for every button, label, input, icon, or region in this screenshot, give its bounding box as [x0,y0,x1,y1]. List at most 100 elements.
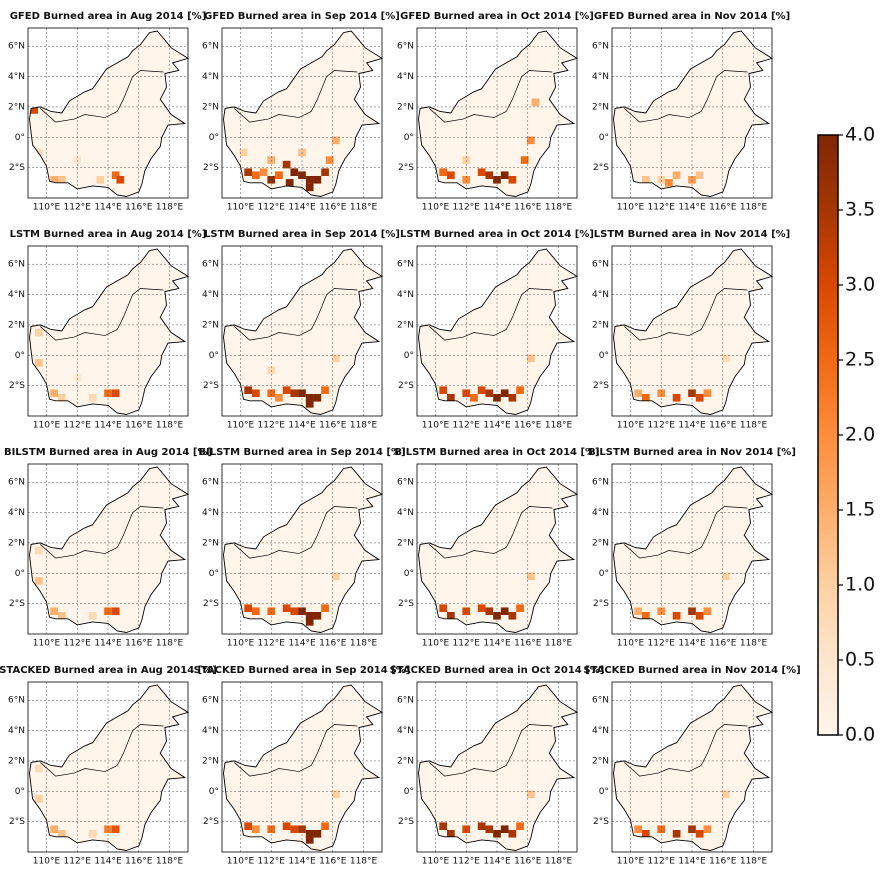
lat-tick-label: 2°N [397,102,414,112]
burn-cell [516,604,524,612]
coastline [29,30,190,197]
burn-cell [447,393,455,402]
lat-tick-label: 4°N [202,72,219,82]
lat-tick-label: 2°N [397,756,414,766]
burn-cell [332,790,340,799]
lon-tick-label: 114°E [483,857,511,867]
panel-title: BILSTM Burned area in Aug 2014 [%] [4,447,212,458]
burn-cell [447,829,455,838]
burn-cell [657,389,666,398]
burn-cell [58,829,66,838]
lon-tick-label: 118°E [350,203,378,213]
lon-tick-label: 118°E [350,639,378,649]
axes-frame [416,681,578,853]
panel-title: GFED Burned area in Oct 2014 [%] [400,11,594,22]
lat-tick-label: 2°S [398,599,414,609]
lon-tick-label: 116°E [514,203,542,213]
border [624,506,748,559]
burn-cell [282,386,291,394]
burn-cell [332,136,340,145]
burn-cell [439,168,447,176]
burn-cell [305,829,314,838]
lon-tick-label: 110°E [422,421,450,431]
lon-tick-label: 110°E [617,421,645,431]
border [40,288,164,341]
panel-title: STACKED Burned area in Oct 2014 [%] [390,665,605,676]
burn-cell [477,604,486,612]
burn-cell [657,825,666,834]
burn-cell [485,171,494,180]
burn-cell [290,825,299,834]
panel-title: LSTM Burned area in Nov 2014 [%] [594,229,790,240]
lat-tick-label: 2°N [202,102,219,112]
axes-frame [611,27,773,199]
burn-cell [50,389,58,398]
land [613,467,772,633]
border [429,724,553,777]
burn-cell [58,175,66,184]
burn-cell [642,829,650,838]
lon-tick-label: 110°E [227,857,255,867]
lon-tick-label: 116°E [514,421,542,431]
lon-tick-label: 112°E [453,639,481,649]
burn-cell [116,175,125,184]
lat-tick-label: 4°N [202,290,219,300]
burn-cell [30,106,38,114]
panel-title: STACKED Burned area in Aug 2014 [%] [0,665,217,676]
border [624,288,748,341]
land [418,467,577,633]
lon-tick-label: 114°E [483,421,511,431]
burn-cell [657,607,666,616]
burn-cell [665,179,673,187]
panel-title: BILSTM Burned area in Oct 2014 [%] [394,447,599,458]
lat-tick-label: 0° [15,787,25,797]
cells [244,790,340,844]
lon-tick-label: 114°E [94,857,122,867]
border [429,70,553,123]
lat-tick-label: 2°S [203,163,219,173]
lat-tick-label: 2°N [202,538,219,548]
burn-cell [104,389,112,398]
coastline [613,466,774,633]
burn-cell [470,393,478,402]
burn-cell [462,175,471,184]
lon-tick-label: 114°E [678,639,706,649]
coastline [223,248,384,415]
burn-cell [672,393,681,402]
burn-cell [252,171,260,180]
burn-cell [703,389,712,398]
burn-cell [34,577,43,585]
lat-tick-label: 4°N [8,726,25,736]
burn-cell [439,604,447,612]
lat-tick-label: 0° [209,569,219,579]
border [40,506,164,559]
lon-tick-label: 110°E [227,203,255,213]
colorbar-tick-label: 1.0 [845,574,875,596]
cells [634,354,730,402]
lat-tick-label: 6°N [8,478,25,488]
burn-cell [96,175,105,184]
burn-cell [332,572,340,581]
burn-cell [244,386,252,394]
lat-tick-label: 6°N [397,478,414,488]
lat-tick-label: 0° [209,787,219,797]
burn-cell [298,607,306,616]
coastline [223,30,384,197]
burn-cell [252,825,260,834]
burn-cell [88,393,97,402]
land [29,685,188,851]
lon-tick-label: 118°E [156,639,184,649]
lat-tick-label: 6°N [397,260,414,270]
border [429,506,553,559]
land [223,249,382,415]
burn-cell [508,393,517,402]
burn-cell [642,611,650,620]
border [234,70,358,123]
lat-tick-label: 4°N [397,508,414,518]
burn-cell [244,604,252,612]
lat-tick-label: 4°N [8,508,25,518]
burn-cell [520,156,529,164]
lat-tick-label: 4°N [592,508,609,518]
colorbar-tick-label: 1.5 [845,499,875,521]
panel-title: STACKED Burned area in Sep 2014 [%] [194,665,411,676]
